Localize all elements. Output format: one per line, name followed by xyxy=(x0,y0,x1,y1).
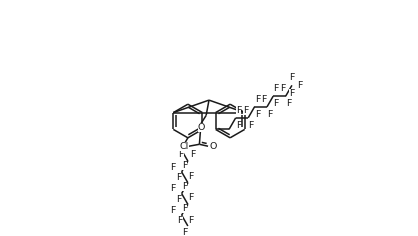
Text: F: F xyxy=(170,163,176,172)
Text: F: F xyxy=(182,161,187,170)
Text: F: F xyxy=(178,150,184,159)
Text: F: F xyxy=(267,110,273,119)
Text: F: F xyxy=(170,206,176,215)
Text: Cl: Cl xyxy=(179,142,189,151)
Text: F: F xyxy=(273,99,279,108)
Text: F: F xyxy=(289,73,295,82)
Text: F: F xyxy=(182,182,187,191)
Text: O: O xyxy=(209,142,217,151)
Text: O: O xyxy=(198,123,205,132)
Text: F: F xyxy=(188,193,194,202)
Text: F: F xyxy=(236,121,241,130)
Text: F: F xyxy=(190,150,195,159)
Text: F: F xyxy=(176,195,182,204)
Text: F: F xyxy=(261,95,267,104)
Text: F: F xyxy=(188,216,194,225)
Text: F: F xyxy=(273,84,279,93)
Text: F: F xyxy=(178,216,183,225)
Text: F: F xyxy=(243,105,248,115)
Text: F: F xyxy=(280,84,285,93)
Text: F: F xyxy=(286,99,291,108)
Text: F: F xyxy=(182,228,188,236)
Text: F: F xyxy=(182,204,187,213)
Text: F: F xyxy=(248,121,254,130)
Text: F: F xyxy=(176,173,182,182)
Text: F: F xyxy=(297,81,302,90)
Text: F: F xyxy=(188,172,194,181)
Text: F: F xyxy=(170,184,176,193)
Text: F: F xyxy=(255,95,260,104)
Text: F: F xyxy=(236,105,241,115)
Text: F: F xyxy=(289,88,295,97)
Text: F: F xyxy=(255,110,260,119)
